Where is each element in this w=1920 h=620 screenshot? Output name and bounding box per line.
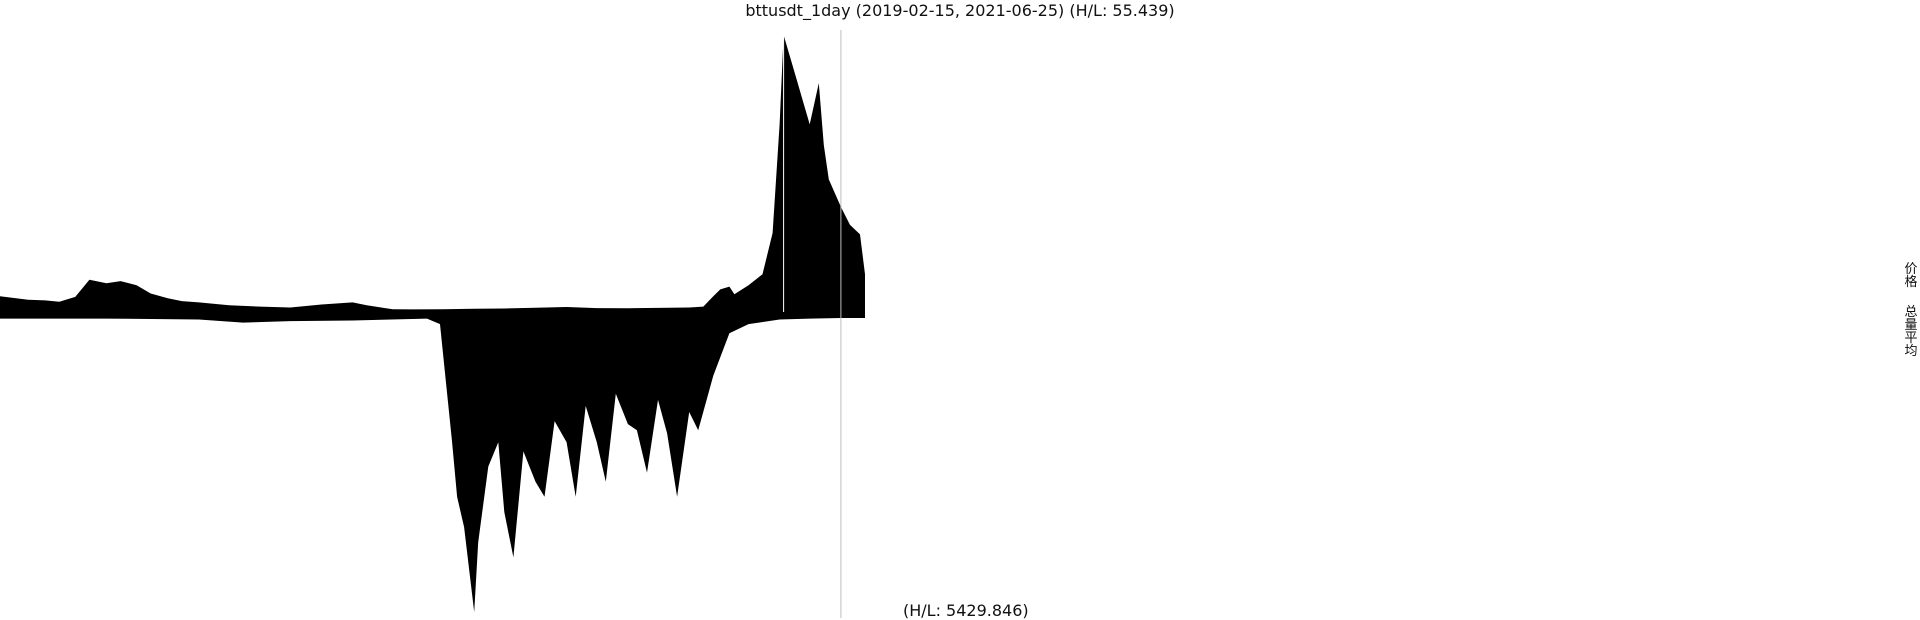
legend-glyph: 平 (1904, 331, 1917, 346)
legend-glyph: 格 (1904, 274, 1917, 290)
legend-glyph: 价 (1904, 262, 1917, 277)
legend-glyph: 均 (1904, 344, 1917, 359)
top-series-area (0, 35, 865, 312)
bottom-hl-label: (H/L: 5429.846) (903, 601, 1029, 620)
bottom-panel (0, 312, 865, 612)
chart-title: bttusdt_1day (2019-02-15, 2021-06-25) (H… (745, 1, 1174, 21)
legend-glyph: 总 (1904, 305, 1917, 320)
top-panel (0, 35, 865, 312)
legend-glyph: 量 (1904, 318, 1917, 333)
bottom-series-area (0, 312, 865, 612)
vertical-markers (783, 22, 842, 618)
